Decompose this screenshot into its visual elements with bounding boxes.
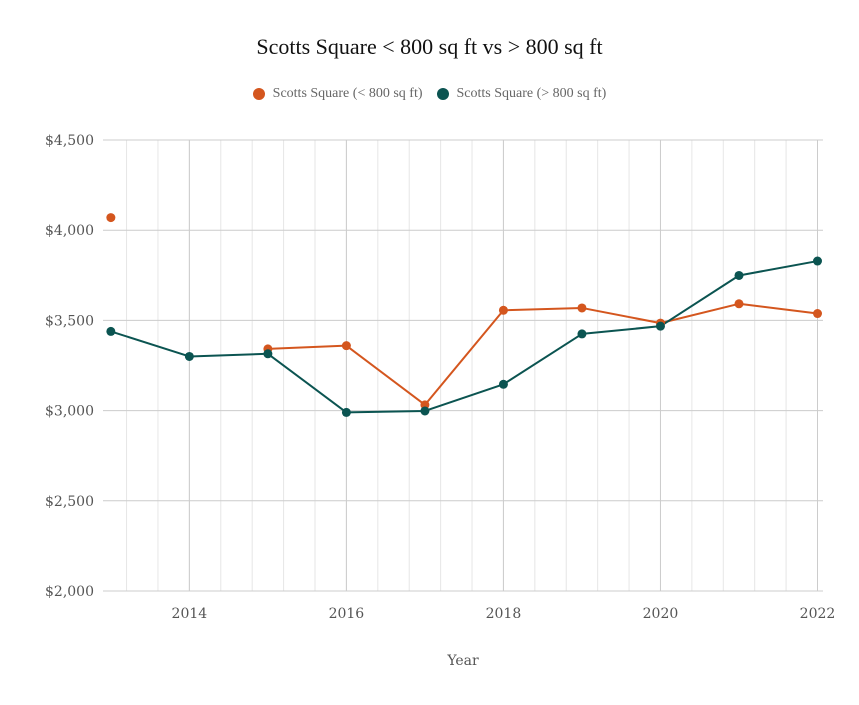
data-point-1	[106, 326, 116, 336]
x-tick-label: 2022	[800, 606, 836, 622]
legend-item-large-units[interactable]: Scotts Square (> 800 sq ft)	[436, 86, 607, 102]
chart-title: Scotts Square < 800 sq ft vs > 800 sq ft	[256, 34, 603, 59]
x-tick-label: 2016	[329, 606, 365, 622]
x-tick-label: 2018	[486, 606, 522, 622]
series-line-1	[110, 260, 818, 414]
legend-swatch-small-units	[252, 88, 265, 100]
series-lines	[110, 260, 818, 414]
y-tick-label: $3,000	[45, 404, 94, 420]
data-point-0	[734, 299, 744, 309]
y-tick-label: $4,500	[45, 133, 94, 149]
y-axis-ticks: $2,000 $2,500 $3,000 $3,500 $4,000 $4,500	[45, 133, 94, 600]
data-point-0	[498, 305, 508, 315]
data-point-1	[655, 321, 665, 331]
minor-gridlines	[126, 140, 819, 591]
data-point-1	[813, 256, 823, 266]
legend: Scotts Square (< 800 sq ft) Scotts Squar…	[0, 86, 859, 102]
data-point-1	[577, 329, 587, 339]
legend-swatch-large-units	[436, 88, 449, 100]
data-point-1	[184, 351, 194, 361]
y-tick-label: $3,500	[45, 313, 94, 329]
data-point-1	[263, 349, 273, 359]
legend-item-small-units[interactable]: Scotts Square (< 800 sq ft)	[252, 86, 423, 102]
data-point-1	[420, 406, 430, 416]
x-tick-label: 2014	[172, 606, 208, 622]
data-point-0	[341, 341, 351, 351]
x-axis-ticks: 2014 2016 2018 2020 2022	[172, 606, 836, 622]
y-tick-label: $4,000	[45, 223, 94, 239]
x-tick-label: 2020	[643, 606, 679, 622]
data-point-1	[341, 407, 351, 417]
legend-label-small-units: Scotts Square (< 800 sq ft)	[272, 86, 423, 101]
data-point-1	[734, 270, 744, 280]
x-axis-title: Year	[446, 653, 479, 669]
series-points	[106, 213, 823, 417]
data-point-1	[498, 379, 508, 389]
data-point-0	[106, 213, 116, 223]
data-point-0	[813, 309, 823, 319]
data-point-0	[577, 303, 587, 313]
y-tick-label: $2,000	[45, 584, 94, 600]
major-gridlines	[103, 139, 823, 592]
series-line-0	[267, 302, 818, 406]
legend-label-large-units: Scotts Square (> 800 sq ft)	[456, 86, 607, 101]
y-tick-label: $2,500	[45, 494, 94, 510]
